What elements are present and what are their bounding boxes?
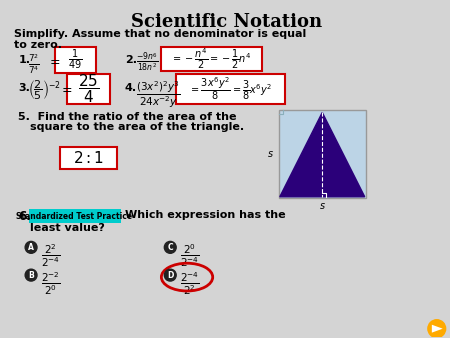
Text: B: B [28,271,34,280]
Text: Which expression has the: Which expression has the [125,210,285,220]
Text: $\dfrac{2^{-2}}{2^0}$: $\dfrac{2^{-2}}{2^0}$ [41,270,61,297]
Text: Standardized Test Practice: Standardized Test Practice [17,212,133,221]
Text: $\dfrac{(3x^2)^2y^3}{24x^{-2}y}$: $\dfrac{(3x^2)^2y^3}{24x^{-2}y}$ [136,79,180,110]
Text: 1.: 1. [18,55,30,65]
Text: Scientific Notation: Scientific Notation [131,13,322,31]
FancyBboxPatch shape [176,74,285,103]
Text: s: s [268,149,274,159]
Text: =: = [62,84,72,97]
Text: 5.  Find the ratio of the area of the: 5. Find the ratio of the area of the [18,113,237,122]
Text: $\frac{1}{49}$: $\frac{1}{49}$ [68,48,83,72]
Text: 3.: 3. [18,83,30,93]
Polygon shape [280,113,364,197]
FancyBboxPatch shape [29,209,122,223]
Text: $2:1$: $2:1$ [73,150,104,166]
Text: 6.: 6. [18,210,31,223]
Text: 4.: 4. [125,83,137,93]
Text: =: = [50,56,60,69]
Circle shape [25,241,37,253]
Text: $=\dfrac{3x^6y^2}{8}=\dfrac{3}{8}x^6y^2$: $=\dfrac{3x^6y^2}{8}=\dfrac{3}{8}x^6y^2$ [189,75,272,102]
Polygon shape [432,325,443,333]
Text: least value?: least value? [30,222,105,233]
Text: $\dfrac{25}{4}$: $\dfrac{25}{4}$ [78,72,99,105]
Bar [279,111,366,198]
Circle shape [428,320,446,338]
Circle shape [164,241,176,253]
Text: s: s [320,201,325,211]
Circle shape [25,269,37,281]
Text: A: A [28,243,34,252]
Text: $\dfrac{2^0}{2^{-4}}$: $\dfrac{2^0}{2^{-4}}$ [180,242,200,269]
Text: to zero.: to zero. [14,40,62,50]
Text: C: C [167,243,173,252]
FancyBboxPatch shape [55,47,96,73]
Text: $\dfrac{2^{-4}}{2^{2}}$: $\dfrac{2^{-4}}{2^{2}}$ [180,270,200,297]
FancyBboxPatch shape [67,74,110,103]
Text: $\frac{7^2}{7^4}$: $\frac{7^2}{7^4}$ [28,52,40,76]
Text: D: D [167,271,173,280]
Text: $\dfrac{2^2}{2^{-4}}$: $\dfrac{2^2}{2^{-4}}$ [41,242,61,269]
Text: square to the area of the triangle.: square to the area of the triangle. [30,122,244,132]
Circle shape [164,269,176,281]
Text: $\left(\dfrac{2}{5}\right)^{-2}$: $\left(\dfrac{2}{5}\right)^{-2}$ [28,79,61,102]
Text: 2.: 2. [125,55,137,65]
FancyBboxPatch shape [162,47,262,71]
Text: $=-\dfrac{n^4}{2}=-\dfrac{1}{2}n^4$: $=-\dfrac{n^4}{2}=-\dfrac{1}{2}n^4$ [171,47,252,71]
Text: Simplify. Assume that no denominator is equal: Simplify. Assume that no denominator is … [14,29,306,39]
FancyBboxPatch shape [60,147,117,169]
Text: $\frac{-9n^6}{18n^2}$: $\frac{-9n^6}{18n^2}$ [136,52,158,73]
